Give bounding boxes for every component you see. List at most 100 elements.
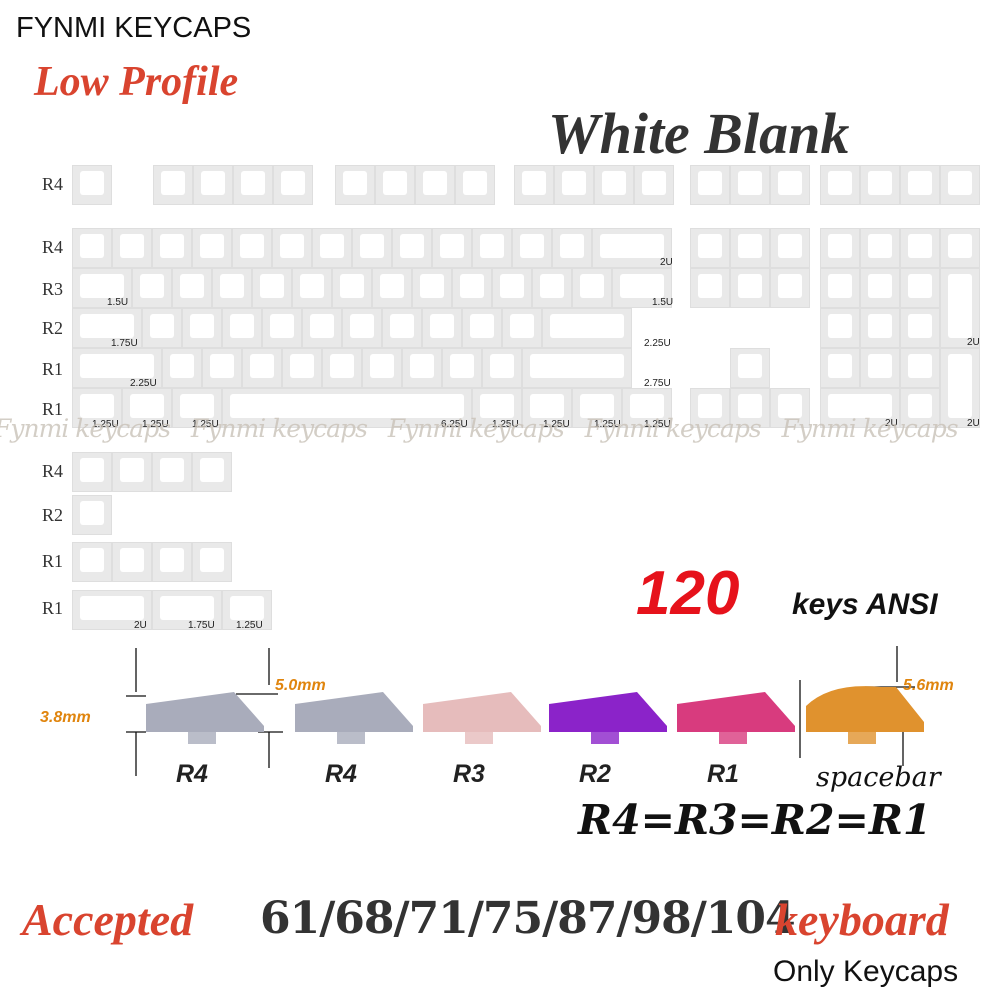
keycap <box>820 268 860 308</box>
keycap <box>690 165 730 205</box>
row-label: R4 <box>42 174 64 194</box>
unit-label: 1.25U <box>236 620 263 631</box>
keycap <box>152 452 192 492</box>
keycap <box>730 348 770 388</box>
keycap <box>940 228 980 268</box>
profile-label: spacebar <box>816 762 941 793</box>
keycap <box>900 268 940 308</box>
keycap <box>362 348 402 388</box>
keycap <box>900 308 940 348</box>
row-label: R2 <box>42 318 64 338</box>
keycap <box>142 308 182 348</box>
layout-type: keys ANSI <box>792 588 938 621</box>
keycap <box>514 165 554 205</box>
profile-r3-shape <box>423 692 541 744</box>
keycap <box>332 268 372 308</box>
profile-r4-shape <box>295 692 413 744</box>
keycap <box>492 268 532 308</box>
keycap <box>730 388 770 428</box>
keycap <box>820 228 860 268</box>
keycap <box>940 268 980 348</box>
unit-label: 2U <box>885 418 898 429</box>
keycap <box>542 308 632 348</box>
keycap <box>182 308 222 348</box>
profile-spacebar-shape <box>806 686 924 744</box>
keycap <box>72 452 112 492</box>
keycap <box>252 268 292 308</box>
keycap <box>592 228 672 268</box>
dim-spacebar: 5.6mm <box>903 677 954 694</box>
watermark: Fynmi keycaps Fynmi keycaps Fynmi keycap… <box>0 414 959 443</box>
unit-label: 6.25U <box>441 419 468 430</box>
keycap <box>940 348 980 428</box>
keycap <box>820 388 900 428</box>
keycap <box>552 228 592 268</box>
keycap <box>472 388 522 428</box>
unit-label: 1.25U <box>142 419 169 430</box>
keycap <box>512 228 552 268</box>
keycap <box>860 268 900 308</box>
brand-name: FYNMI KEYCAPS <box>16 12 252 44</box>
unit-label: 1.25U <box>492 419 519 430</box>
compatible-layouts: 61/68/71/75/87/98/104 <box>260 893 796 944</box>
profile-label: R2 <box>579 760 611 788</box>
keycap <box>554 165 594 205</box>
keycap <box>312 228 352 268</box>
keycap <box>532 268 572 308</box>
key-count: 120 <box>636 559 740 628</box>
keycap <box>432 228 472 268</box>
row-label: R3 <box>42 279 64 299</box>
keycap <box>522 348 632 388</box>
keycap <box>242 348 282 388</box>
keycap <box>820 165 860 205</box>
unit-label: 2U <box>967 337 980 348</box>
unit-label: 1.75U <box>111 338 138 349</box>
keycap <box>222 308 262 348</box>
unit-label: 2.75U <box>644 378 671 389</box>
keycap <box>422 308 462 348</box>
keycap <box>202 348 242 388</box>
unit-label: 2U <box>967 418 980 429</box>
keycap <box>770 388 810 428</box>
keycap <box>730 165 770 205</box>
keycap <box>612 268 672 308</box>
keycap <box>690 228 730 268</box>
keycap <box>572 388 622 428</box>
profile-diagram: 3.8mm 5.0mm 5.6mm <box>40 646 954 776</box>
keycap <box>402 348 442 388</box>
keycap <box>302 308 342 348</box>
keycap <box>462 308 502 348</box>
row-label: R1 <box>42 359 64 379</box>
keycap <box>860 165 900 205</box>
keycap <box>412 268 452 308</box>
keycap <box>455 165 495 205</box>
keycap <box>335 165 375 205</box>
keycap <box>770 165 810 205</box>
keycap <box>690 388 730 428</box>
keycap <box>482 348 522 388</box>
keycap <box>72 268 132 308</box>
dim-low: 3.8mm <box>40 709 91 726</box>
keycap <box>820 348 860 388</box>
keycap <box>900 388 940 428</box>
keycap <box>634 165 674 205</box>
keycap <box>820 308 860 348</box>
profile-title: Low Profile <box>34 59 239 105</box>
unit-label: 2U <box>660 257 673 268</box>
keycap <box>152 542 192 582</box>
unit-label: 2U <box>134 620 147 631</box>
keycap <box>452 268 492 308</box>
keycap <box>770 228 810 268</box>
profile-r4-shape <box>146 692 264 744</box>
keycap <box>222 590 272 630</box>
keycap <box>192 542 232 582</box>
keycap <box>193 165 233 205</box>
keycap <box>132 268 172 308</box>
keycap <box>622 388 672 428</box>
keycap <box>162 348 202 388</box>
row-label: R1 <box>42 598 64 618</box>
color-title: White Blank <box>548 101 850 166</box>
keycap <box>594 165 634 205</box>
keycap <box>72 542 112 582</box>
